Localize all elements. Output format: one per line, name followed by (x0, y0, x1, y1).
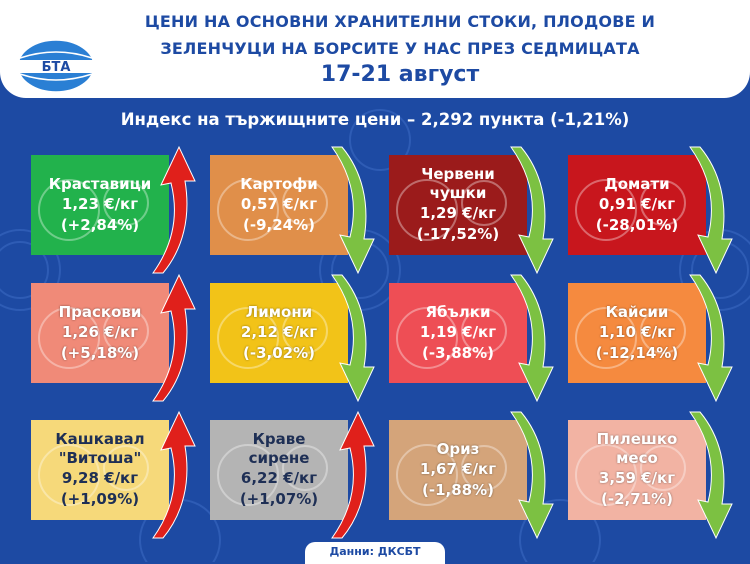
item-name-line-1: Пилешко (596, 430, 678, 448)
logo-text: БТА (42, 60, 71, 75)
date-range: 17-21 август (320, 62, 480, 87)
item-price: 0,91 €/кг (598, 194, 676, 213)
lemon-icon (217, 307, 328, 369)
page-title: ЦЕНИ НА ОСНОВНИ ХРАНИТЕЛНИ СТОКИ, ПЛОДОВ… (100, 8, 700, 62)
trend-down-arrow-icon (331, 274, 375, 403)
tile-chicken: Пилешко месо 3,59 €/кг (-2,71%) (568, 420, 706, 520)
item-name: Кайсии (605, 302, 669, 321)
trend-up-arrow-icon (152, 145, 196, 274)
item-name-line-1: Краве (252, 430, 306, 448)
tile-tomatoes: Домати 0,91 €/кг (-28,01%) (568, 155, 706, 255)
item-change: (-3,88%) (422, 343, 494, 362)
item-price: 2,12 €/кг (240, 322, 318, 341)
trend-down-arrow-icon (331, 146, 375, 275)
tomato-icon (575, 179, 686, 241)
potato-icon (217, 179, 328, 241)
item-change: (-12,14%) (595, 343, 679, 362)
item-change: (-1,88%) (422, 480, 494, 499)
item-change: (+1,07%) (239, 490, 319, 508)
item-price: 6,22 €/кг (240, 469, 318, 487)
item-price: 1,26 €/кг (61, 322, 139, 341)
cheese-block-icon (217, 444, 328, 506)
header: БТА ЦЕНИ НА ОСНОВНИ ХРАНИТЕЛНИ СТОКИ, ПЛ… (0, 0, 750, 98)
title-line-1: ЦЕНИ НА ОСНОВНИ ХРАНИТЕЛНИ СТОКИ, ПЛОДОВ… (144, 12, 656, 31)
trend-down-arrow-icon (510, 411, 554, 540)
peach-icon (38, 307, 149, 369)
item-name: Картофи (240, 174, 318, 193)
item-price: 1,10 €/кг (598, 322, 676, 341)
trend-down-arrow-icon (689, 146, 733, 275)
pepper-icon (396, 179, 507, 241)
item-name-line-2: чушки (429, 184, 487, 202)
tile-cucumbers: Краставици 1,23 €/кг (+2,84%) (31, 155, 169, 255)
bta-logo: БТА (17, 39, 95, 93)
item-name-line-1: Кашкавал (55, 430, 145, 448)
trend-up-arrow-icon (152, 410, 196, 539)
item-price: 3,59 €/кг (598, 469, 676, 487)
tile-rice: Ориз 1,67 €/кг (-1,88%) (389, 420, 527, 520)
item-name-line-2: сирене (248, 449, 310, 467)
item-name-line-1: Червени (421, 165, 495, 183)
item-change: (-17,52%) (416, 225, 500, 243)
tile-cow-cheese: Краве сирене 6,22 €/кг (+1,07%) (210, 420, 348, 520)
item-price: 1,67 €/кг (419, 459, 497, 478)
item-change: (+5,18%) (60, 343, 140, 362)
data-source: Данни: ДКСБТ (305, 542, 445, 564)
trend-down-arrow-icon (689, 411, 733, 540)
tile-apricots: Кайсии 1,10 €/кг (-12,14%) (568, 283, 706, 383)
item-name: Лимони (245, 302, 313, 321)
tile-kashkaval: Кашкавал "Витоша" 9,28 €/кг (+1,09%) (31, 420, 169, 520)
tile-peaches: Праскови 1,26 €/кг (+5,18%) (31, 283, 169, 383)
cheese-icon (38, 444, 149, 506)
item-price: 0,57 €/кг (240, 194, 318, 213)
item-name-line-2: "Витоша" (58, 449, 142, 467)
item-name: Ябълки (425, 302, 491, 321)
item-name: Краставици (48, 174, 152, 193)
chicken-icon (575, 444, 686, 506)
item-change: (-2,71%) (601, 490, 673, 508)
trend-down-arrow-icon (510, 274, 554, 403)
item-price: 1,29 €/кг (419, 204, 497, 222)
trend-up-arrow-icon (152, 273, 196, 402)
item-price: 1,23 €/кг (61, 194, 139, 213)
item-change: (-9,24%) (243, 215, 315, 234)
apricot-icon (575, 307, 686, 369)
item-name: Ориз (436, 439, 480, 458)
item-price: 1,19 €/кг (419, 322, 497, 341)
item-price: 9,28 €/кг (61, 469, 139, 487)
cucumber-icon (38, 179, 149, 241)
apple-icon (396, 307, 507, 369)
trend-up-arrow-icon (331, 410, 375, 539)
tile-potatoes: Картофи 0,57 €/кг (-9,24%) (210, 155, 348, 255)
tile-apples: Ябълки 1,19 €/кг (-3,88%) (389, 283, 527, 383)
item-change: (-3,02%) (243, 343, 315, 362)
item-change: (+1,09%) (60, 490, 140, 508)
price-index: Индекс на тържищните цени – 2,292 пункта… (120, 110, 630, 129)
item-name: Домати (604, 174, 670, 193)
tile-lemons: Лимони 2,12 €/кг (-3,02%) (210, 283, 348, 383)
tile-red-peppers: Червени чушки 1,29 €/кг (-17,52%) (389, 155, 527, 255)
item-name-line-2: месо (616, 449, 658, 467)
rice-icon (396, 444, 507, 506)
trend-down-arrow-icon (689, 274, 733, 403)
item-change: (-28,01%) (595, 215, 679, 234)
title-line-2: ЗЕЛЕНЧУЦИ НА БОРСИТЕ У НАС ПРЕЗ СЕДМИЦАТ… (160, 39, 640, 58)
item-change: (+2,84%) (60, 215, 140, 234)
trend-down-arrow-icon (510, 146, 554, 275)
item-name: Праскови (58, 302, 142, 321)
